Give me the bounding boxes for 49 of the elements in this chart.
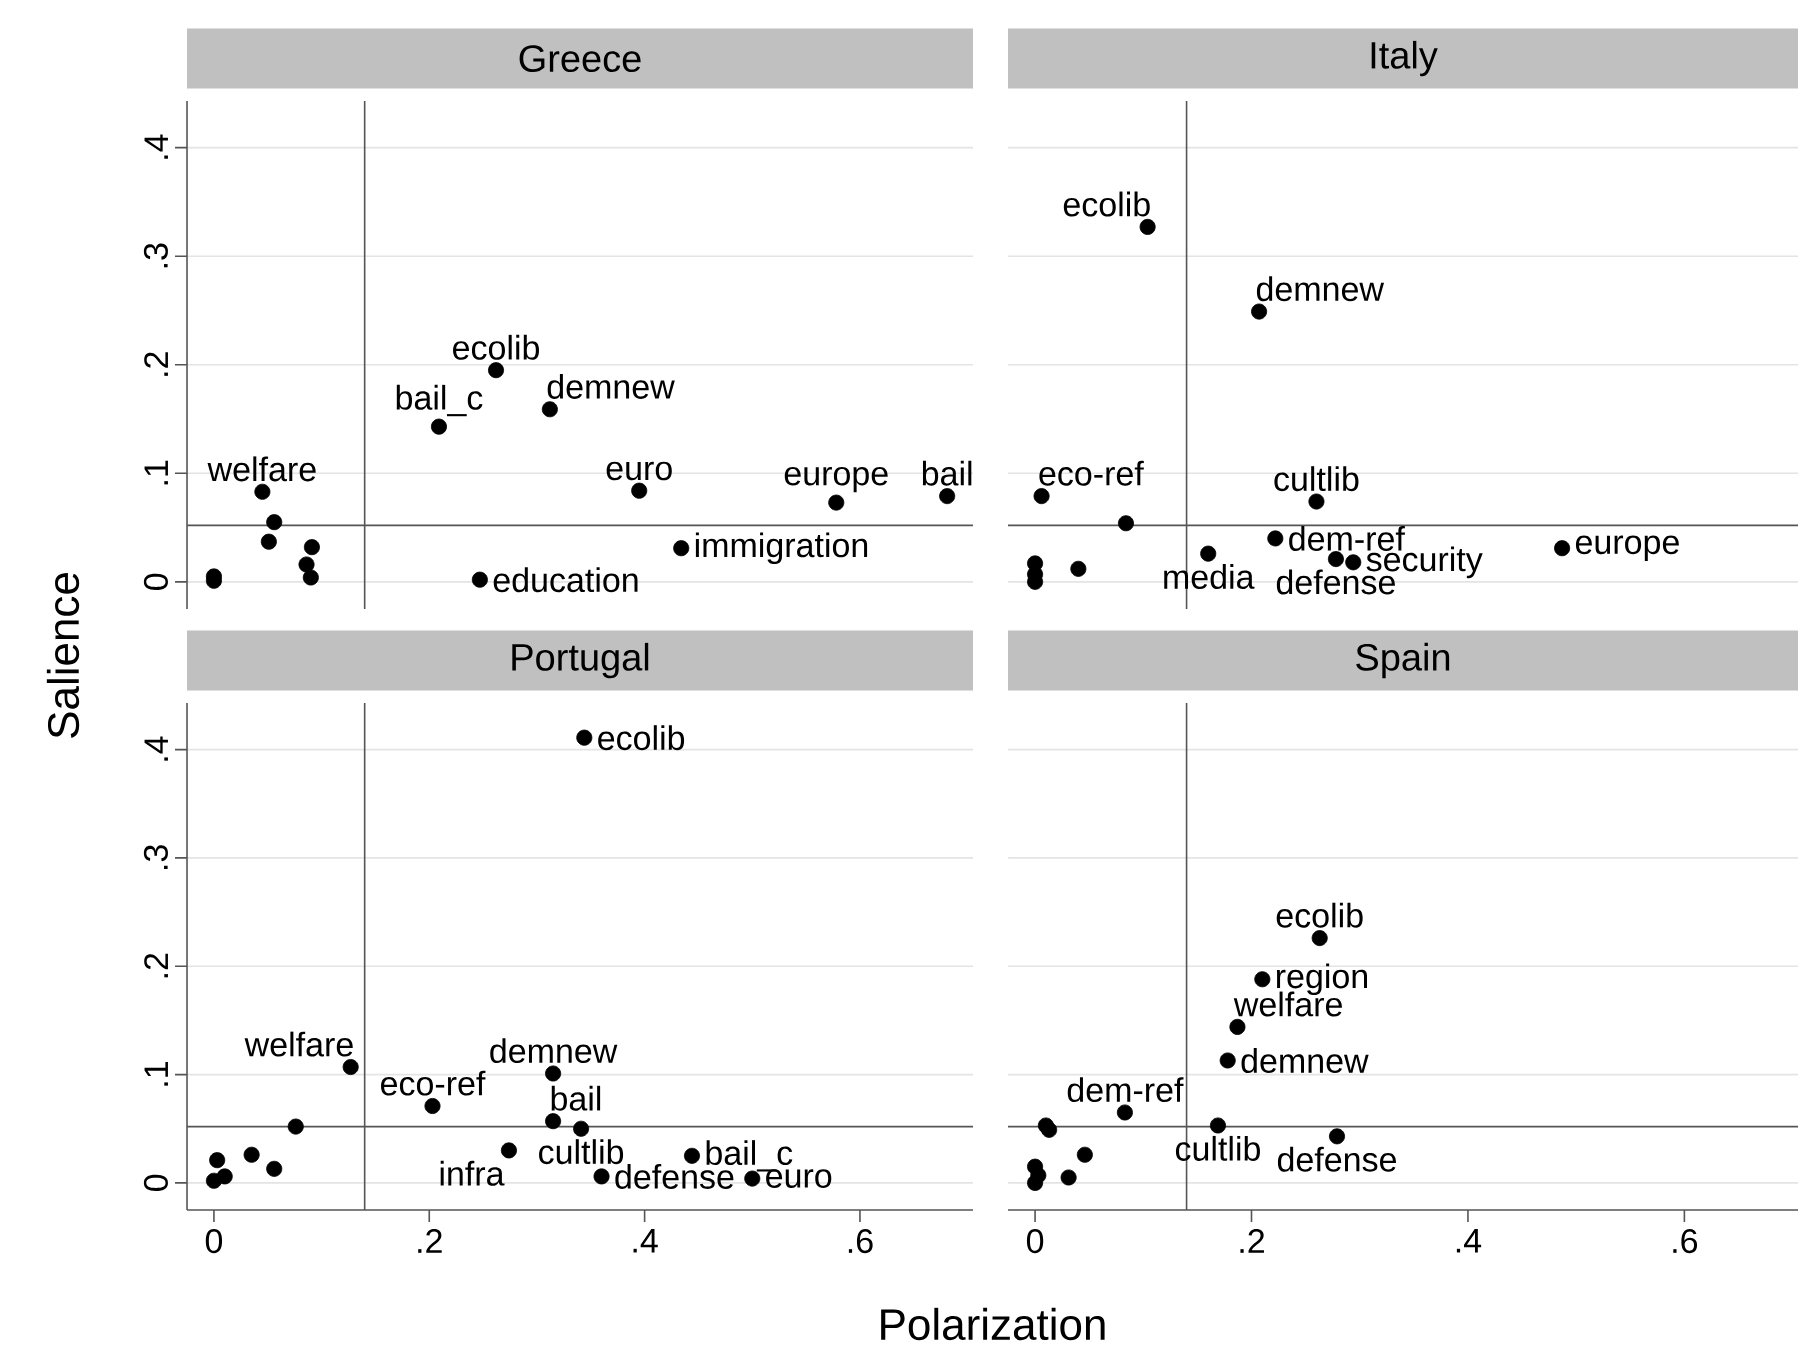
y-tick-label: .3: [143, 243, 168, 268]
annotation: bail_c: [396, 384, 483, 417]
annotation: europe: [1575, 535, 1679, 561]
annotation: ecolib: [598, 725, 685, 751]
annotation: bail: [551, 1085, 601, 1111]
chart-title: Italy: [1371, 40, 1438, 77]
x-tick-label: .4: [1456, 1229, 1482, 1253]
annotation: euro: [606, 461, 672, 481]
y-tick-label: .1: [144, 460, 168, 485]
x-tick-label: 0: [205, 1229, 223, 1254]
annotation: demnew: [1256, 276, 1385, 302]
annotation: eco-ref: [1039, 460, 1144, 486]
y-tick-label: .3: [143, 845, 168, 869]
annotation: eco-ref: [381, 1070, 486, 1096]
y-tick-label: .2: [144, 352, 168, 376]
x-tick-label: .2: [1240, 1229, 1264, 1253]
annotation: demnew: [1241, 1048, 1369, 1073]
x-tick-label: .2: [418, 1229, 442, 1253]
y-tick-label: .1: [144, 1062, 168, 1086]
annotation: ecolib: [453, 334, 539, 360]
y-tick-label: 0: [143, 573, 168, 590]
y-tick-label: .4: [144, 736, 168, 761]
annotation: demnew: [547, 373, 675, 399]
annotation: europe: [784, 466, 888, 493]
annotation: dem-ref: [1067, 1077, 1184, 1103]
x-tick-label: .4: [633, 1229, 658, 1253]
x-axis-title: Polarization: [881, 1307, 1105, 1341]
y-tick-label: .2: [144, 953, 168, 978]
annotation: demnew: [490, 1038, 618, 1064]
annotation: ecolib: [1063, 191, 1150, 217]
annotation: defense: [1277, 1146, 1396, 1172]
chart-title: Greece: [519, 45, 641, 73]
y-tick-label: 0: [143, 1174, 168, 1192]
annotation: immigration: [695, 532, 868, 565]
annotation: infra: [440, 1160, 505, 1186]
x-tick-label: 0: [1026, 1229, 1044, 1254]
x-tick-label: .6: [848, 1229, 873, 1254]
x-tick-label: .6: [1673, 1229, 1698, 1254]
annotation: cultlib: [539, 1139, 624, 1165]
annotation: welfare: [244, 1031, 353, 1057]
annotation: bail: [922, 460, 972, 486]
y-axis-title: Salience: [46, 573, 80, 738]
chart-title: Spain: [1356, 642, 1450, 679]
annotation: ecolib: [1276, 902, 1363, 928]
annotation: cultlib: [1274, 466, 1359, 492]
y-tick-label: .4: [144, 134, 168, 159]
annotation: welfare: [207, 456, 316, 482]
annotation: education: [493, 567, 638, 593]
chart-title: Portugal: [512, 642, 649, 679]
